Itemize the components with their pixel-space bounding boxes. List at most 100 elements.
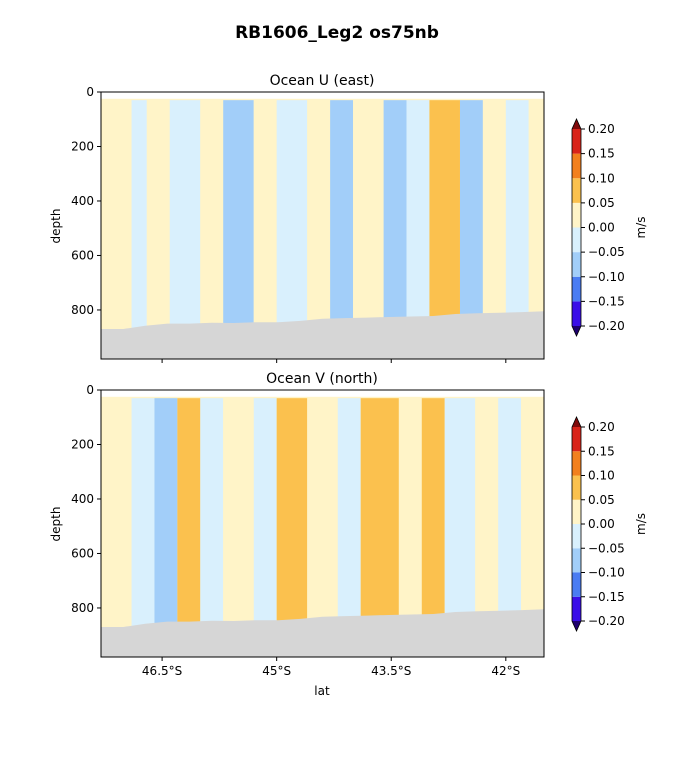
- data-cell: [131, 398, 155, 636]
- data-cell: [223, 100, 254, 338]
- panel-ocean-u: Ocean U (east) 0 200 400 600 800 depth 0.20 0…: [49, 73, 648, 363]
- panel-title: Ocean V (north): [266, 371, 378, 387]
- colorbar-segment: [572, 548, 581, 573]
- data-cell: [330, 100, 354, 338]
- figure-title: RB1606_Leg2 os75nb: [235, 23, 439, 43]
- data-cell: [459, 100, 483, 338]
- colorbar-tick-label: 0.05: [588, 493, 615, 507]
- y-tick-label: 600: [71, 248, 94, 262]
- data-cell: [131, 100, 147, 338]
- colorbar-segment: [572, 129, 581, 154]
- data-cell: [521, 398, 544, 636]
- plot-area: [100, 91, 545, 360]
- x-axis-ticks: 46.5°S 45°S 43.5°S 42°S: [142, 657, 520, 678]
- data-cell: [528, 100, 544, 338]
- y-tick-label: 400: [71, 194, 94, 208]
- panel-title: Ocean U (east): [270, 73, 375, 89]
- colorbar-segment: [572, 252, 581, 277]
- colorbar-segment: [572, 153, 581, 179]
- data-cell: [337, 398, 361, 636]
- data-cell: [101, 100, 132, 338]
- colorbar-label: m/s: [634, 217, 648, 239]
- y-axis-ticks: 0 200 400 600 800: [71, 85, 101, 317]
- y-tick-label: 800: [71, 303, 94, 317]
- colorbar-segment: [572, 178, 581, 203]
- colorbar-segment: [572, 427, 581, 452]
- data-cell: [475, 398, 499, 636]
- data-cell: [146, 100, 170, 338]
- colorbar-segment: [572, 202, 581, 228]
- colorbar-tick-label: 0.10: [588, 469, 615, 483]
- colorbar: 0.20 0.15 0.10 0.05 0.00 −0.05 −0.10 −0.15 −0.20…: [571, 118, 648, 337]
- colorbar-tick-label: −0.10: [588, 566, 625, 580]
- colorbar: 0.20 0.15 0.10 0.05 0.00 −0.05 −0.10 −0.15 −0.20…: [571, 416, 648, 632]
- colorbar-tick-label: 0.00: [588, 517, 615, 531]
- colorbar-tick-label: 0.05: [588, 196, 615, 210]
- colorbar-segment: [572, 451, 581, 476]
- colorbar-extend-max: [572, 417, 581, 427]
- colorbar-tick-label: 0.00: [588, 221, 615, 235]
- data-cell: [444, 398, 476, 636]
- x-axis-label: lat: [314, 684, 330, 698]
- x-tick-label: 45°S: [262, 664, 291, 678]
- data-cell: [398, 398, 422, 636]
- y-tick-label: 800: [71, 601, 94, 615]
- colorbar-tick-label: −0.05: [588, 245, 625, 259]
- colorbar-tick-label: 0.10: [588, 171, 615, 185]
- colorbar-segment: [572, 596, 581, 621]
- y-tick-label: 200: [71, 437, 94, 451]
- y-tick-label: 400: [71, 492, 94, 506]
- data-cell: [406, 100, 430, 338]
- data-cell: [177, 398, 201, 636]
- data-cell: [253, 398, 277, 636]
- y-tick-label: 200: [71, 139, 94, 153]
- x-tick-label: 42°S: [491, 664, 520, 678]
- y-axis-ticks: 0 200 400 600 800: [71, 383, 101, 615]
- colorbar-tick-label: −0.15: [588, 590, 625, 604]
- no-data-strip: [101, 92, 544, 99]
- data-cell: [360, 398, 399, 636]
- y-tick-label: 600: [71, 546, 94, 560]
- colorbar-tick-label: −0.20: [588, 614, 625, 628]
- data-cell: [498, 398, 522, 636]
- data-cell: [307, 398, 338, 636]
- colorbar-tick-label: 0.15: [588, 147, 615, 161]
- plot-frame: [100, 91, 545, 360]
- data-cell: [223, 398, 254, 636]
- data-cell: [200, 100, 224, 338]
- colorbar-segment: [572, 227, 581, 253]
- plot-area: [100, 389, 545, 658]
- colorbar-tick-label: −0.05: [588, 541, 625, 555]
- data-cell: [421, 398, 445, 636]
- seafloor: [101, 609, 544, 657]
- colorbar-segment: [572, 499, 581, 524]
- panel-ocean-v: Ocean V (north) 0 200 400 600 800 46.5°S 45°S…: [49, 371, 648, 698]
- y-axis-label: depth: [49, 209, 63, 244]
- data-cell: [200, 398, 224, 636]
- data-cell: [353, 100, 384, 338]
- no-data-strip: [101, 390, 544, 397]
- y-tick-label: 0: [86, 85, 94, 99]
- data-cell: [383, 100, 407, 338]
- colorbar-label: m/s: [634, 513, 648, 535]
- x-axis-ticks: [161, 359, 507, 363]
- data-cell: [169, 100, 201, 338]
- colorbar-extend-min: [572, 621, 581, 631]
- seafloor: [101, 311, 544, 359]
- colorbar-extend-max: [572, 119, 581, 129]
- colorbar-tick-label: 0.20: [588, 122, 615, 136]
- data-cell: [154, 398, 178, 636]
- colorbar-segment: [572, 276, 581, 302]
- x-tick-label: 46.5°S: [142, 664, 182, 678]
- plot-frame: [100, 389, 545, 658]
- data-cell: [276, 398, 308, 636]
- data-cell: [101, 398, 132, 636]
- colorbar-tick-label: −0.15: [588, 294, 625, 308]
- data-cell: [276, 100, 308, 338]
- colorbar-extend-min: [572, 326, 581, 336]
- data-cell: [307, 100, 331, 338]
- y-tick-label: 0: [86, 383, 94, 397]
- y-axis-label: depth: [49, 507, 63, 542]
- colorbar-tick-label: 0.15: [588, 444, 615, 458]
- colorbar-segment: [572, 572, 581, 597]
